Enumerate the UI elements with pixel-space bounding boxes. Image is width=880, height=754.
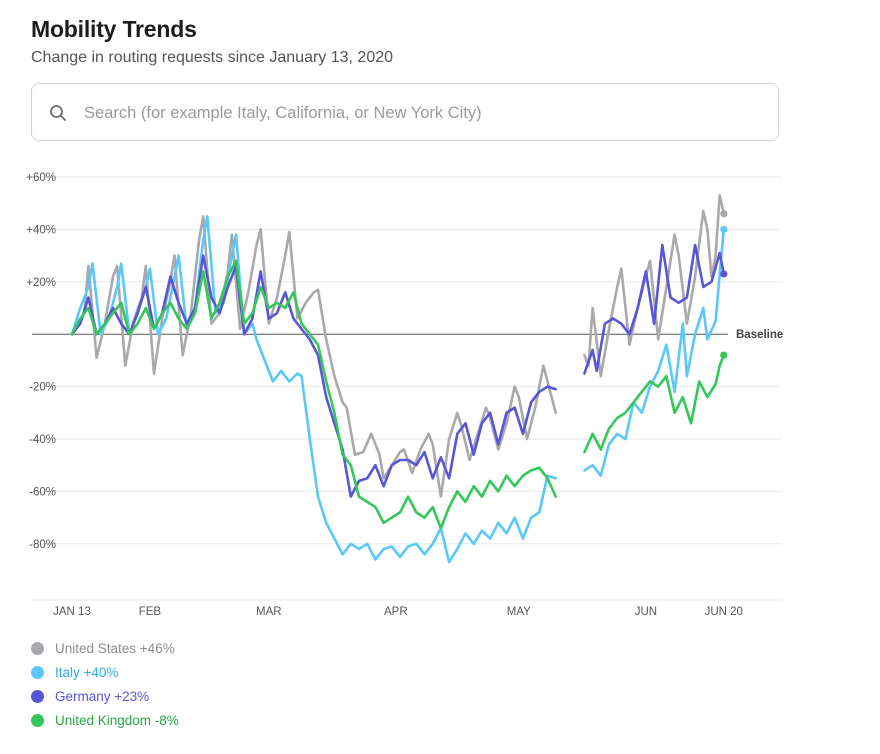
series-line [70, 243, 726, 498]
legend-dot [31, 665, 44, 679]
legend-dot [31, 713, 44, 727]
search-box[interactable] [31, 83, 779, 142]
legend-item-germany[interactable]: Germany +23% [31, 684, 179, 708]
mobility-chart: +60% +40% +20% -20% -40% -60% -80% Baseline JAN … [26, 172, 783, 618]
y-tick-label: -40% [29, 434, 56, 446]
y-tick-label: -80% [29, 539, 56, 551]
x-tick-label: MAR [256, 606, 282, 618]
legend: United States +46% Italy +40% Germany +2… [31, 636, 179, 732]
y-tick-label: +40% [26, 224, 56, 236]
y-tick-label: +60% [26, 172, 56, 184]
legend-label: Germany +23% [55, 688, 150, 704]
y-tick-label: -60% [29, 486, 56, 498]
x-tick-label: JAN 13 [53, 606, 91, 618]
y-tick-label: -20% [29, 382, 56, 394]
x-tick-label: JUN [635, 606, 657, 618]
series-end-point [720, 225, 728, 233]
x-tick-label: JUN 20 [705, 606, 743, 618]
legend-label: Italy +40% [55, 664, 119, 680]
series-end-point [720, 210, 728, 218]
page-subtitle: Change in routing requests since January… [31, 49, 394, 66]
legend-item-united-states[interactable]: United States +46% [31, 636, 179, 660]
series-line [70, 259, 726, 530]
legend-label: United Kingdom -8% [55, 712, 179, 728]
baseline-label: Baseline [736, 329, 783, 341]
search-icon [50, 105, 66, 121]
legend-dot [31, 641, 44, 655]
x-tick-label: APR [384, 606, 408, 618]
legend-dot [31, 689, 44, 703]
x-tick-label: FEB [139, 606, 162, 618]
legend-item-italy[interactable]: Italy +40% [31, 660, 179, 684]
series-end-point [720, 351, 728, 359]
page-title: Mobility Trends [31, 16, 197, 42]
series-end-point [720, 270, 728, 278]
legend-label: United States +46% [55, 640, 175, 656]
search-input[interactable] [82, 84, 766, 142]
x-tick-label: MAY [507, 606, 531, 618]
y-tick-label: +20% [26, 277, 56, 289]
series-line [70, 215, 726, 564]
series-line [70, 194, 726, 498]
legend-item-united-kingdom[interactable]: United Kingdom -8% [31, 708, 179, 732]
